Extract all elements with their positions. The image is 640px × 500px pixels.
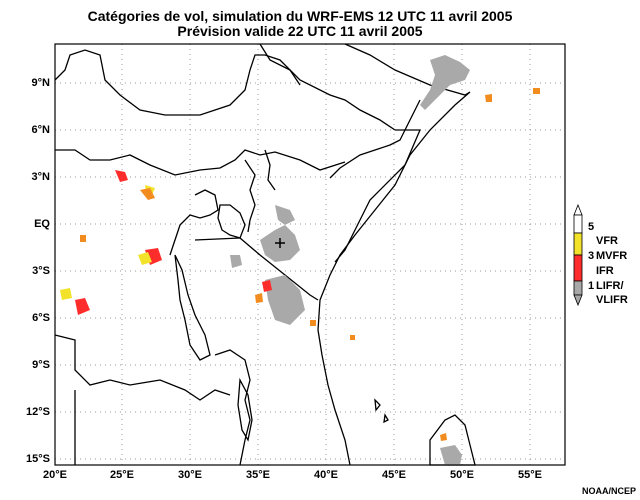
boundaries (54, 43, 476, 466)
legend-number-5: 5 (588, 221, 595, 233)
lat-label: 3°S (32, 265, 50, 277)
transition-area (140, 188, 155, 200)
lifr-area (230, 255, 242, 268)
transition-area (350, 335, 355, 340)
ifr-area (262, 280, 272, 292)
vfr-area (138, 252, 152, 265)
lifr-area (420, 55, 470, 110)
lon-label: 20°E (43, 469, 67, 481)
legend-label-lifr: LIFR/ (596, 280, 624, 292)
lifr-area (275, 205, 295, 225)
transition-area (440, 433, 447, 441)
lon-label: 45°E (382, 469, 406, 481)
lat-label: EQ (34, 218, 50, 230)
legend-label-mvfr: MVFR (596, 250, 628, 262)
legend-number-3: 3 (588, 250, 595, 262)
transition-area (533, 88, 540, 94)
station-marker (275, 238, 285, 248)
vfr-area (60, 288, 72, 300)
lon-label: 30°E (178, 469, 202, 481)
transition-area (255, 293, 263, 303)
lon-label: 55°E (518, 469, 542, 481)
lon-label: 40°E (314, 469, 338, 481)
map-frame (54, 43, 566, 466)
transition-area (80, 235, 86, 242)
legend-label-ifr: IFR (596, 265, 614, 277)
legend-colorbar (573, 203, 583, 307)
lat-label: 6°N (31, 124, 50, 136)
lon-label: 50°E (450, 469, 474, 481)
legend-label-vlifr: VLIFR (596, 294, 628, 306)
lon-label: 35°E (246, 469, 270, 481)
lat-label: 9°N (31, 77, 50, 89)
ifr-area (115, 170, 128, 182)
lat-label: 15°S (26, 453, 50, 465)
flight-category-areas (60, 55, 540, 465)
transition-area (485, 94, 492, 102)
lon-label: 25°E (110, 469, 134, 481)
graticule (55, 44, 565, 465)
chart-title: Catégories de vol, simulation du WRF-EMS… (87, 8, 513, 24)
legend-number-1: 1 (588, 280, 595, 292)
lat-label: 3°N (31, 171, 50, 183)
lifr-area (265, 275, 305, 325)
lifr-area (440, 445, 462, 465)
ifr-area (75, 298, 90, 315)
lat-label: 12°S (26, 406, 50, 418)
lat-label: 6°S (32, 312, 50, 324)
lat-label: 9°S (32, 359, 50, 371)
transition-area (310, 320, 316, 326)
credit: NOAA/NCEP (581, 486, 636, 496)
chart-subtitle: Prévision valide 22 UTC 11 avril 2005 (177, 23, 423, 39)
legend-label-vfr: VFR (596, 235, 618, 247)
